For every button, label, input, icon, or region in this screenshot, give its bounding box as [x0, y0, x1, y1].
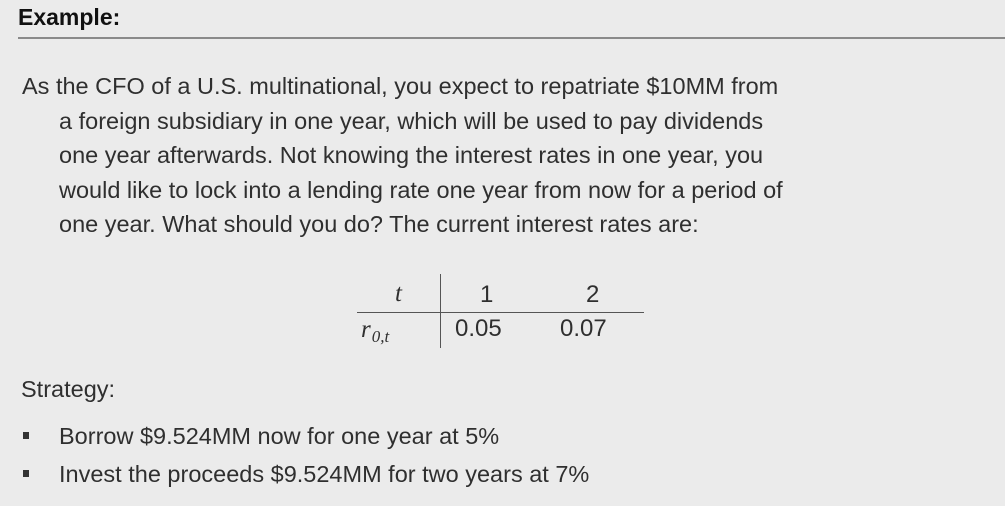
- paragraph-line: one year afterwards. Not knowing the int…: [59, 142, 764, 168]
- bullet-square-icon: [23, 432, 29, 439]
- paragraph-line: As the CFO of a U.S. multinational, you …: [22, 73, 779, 99]
- problem-paragraph: As the CFO of a U.S. multinational, you …: [22, 69, 987, 242]
- bullet-square-icon: [23, 470, 29, 477]
- strategy-list: Borrow $9.524MM now for one year at 5% I…: [21, 419, 589, 495]
- table-vertical-rule: [440, 274, 441, 348]
- interest-rate-table: t 1 2 r0,t 0.05 0.07: [355, 270, 655, 352]
- table-horizontal-rule: [357, 312, 644, 313]
- table-row-label: r0,t: [361, 316, 389, 347]
- strategy-label: Strategy:: [21, 376, 116, 402]
- list-item-text: Borrow $9.524MM now for one year at 5%: [59, 423, 500, 449]
- list-item: Invest the proceeds $9.524MM for two yea…: [21, 457, 589, 495]
- table-header-2: 2: [586, 281, 600, 308]
- table-header-1: 1: [480, 281, 494, 308]
- table-value-1: 0.05: [455, 315, 502, 342]
- row-label-symbol: r: [361, 316, 371, 343]
- table-header-label: t: [395, 280, 402, 307]
- table-value-2: 0.07: [560, 315, 607, 342]
- paragraph-line: one year. What should you do? The curren…: [59, 211, 699, 237]
- paragraph-line: a foreign subsidiary in one year, which …: [59, 107, 764, 134]
- row-label-subscript: 0,t: [371, 327, 390, 346]
- list-item: Borrow $9.524MM now for one year at 5%: [21, 419, 589, 457]
- paragraph-line: would like to lock into a lending rate o…: [59, 176, 783, 203]
- title-divider: [18, 37, 1005, 39]
- list-item-text: Invest the proceeds $9.524MM for two yea…: [59, 461, 590, 487]
- slide-title: Example:: [18, 4, 121, 30]
